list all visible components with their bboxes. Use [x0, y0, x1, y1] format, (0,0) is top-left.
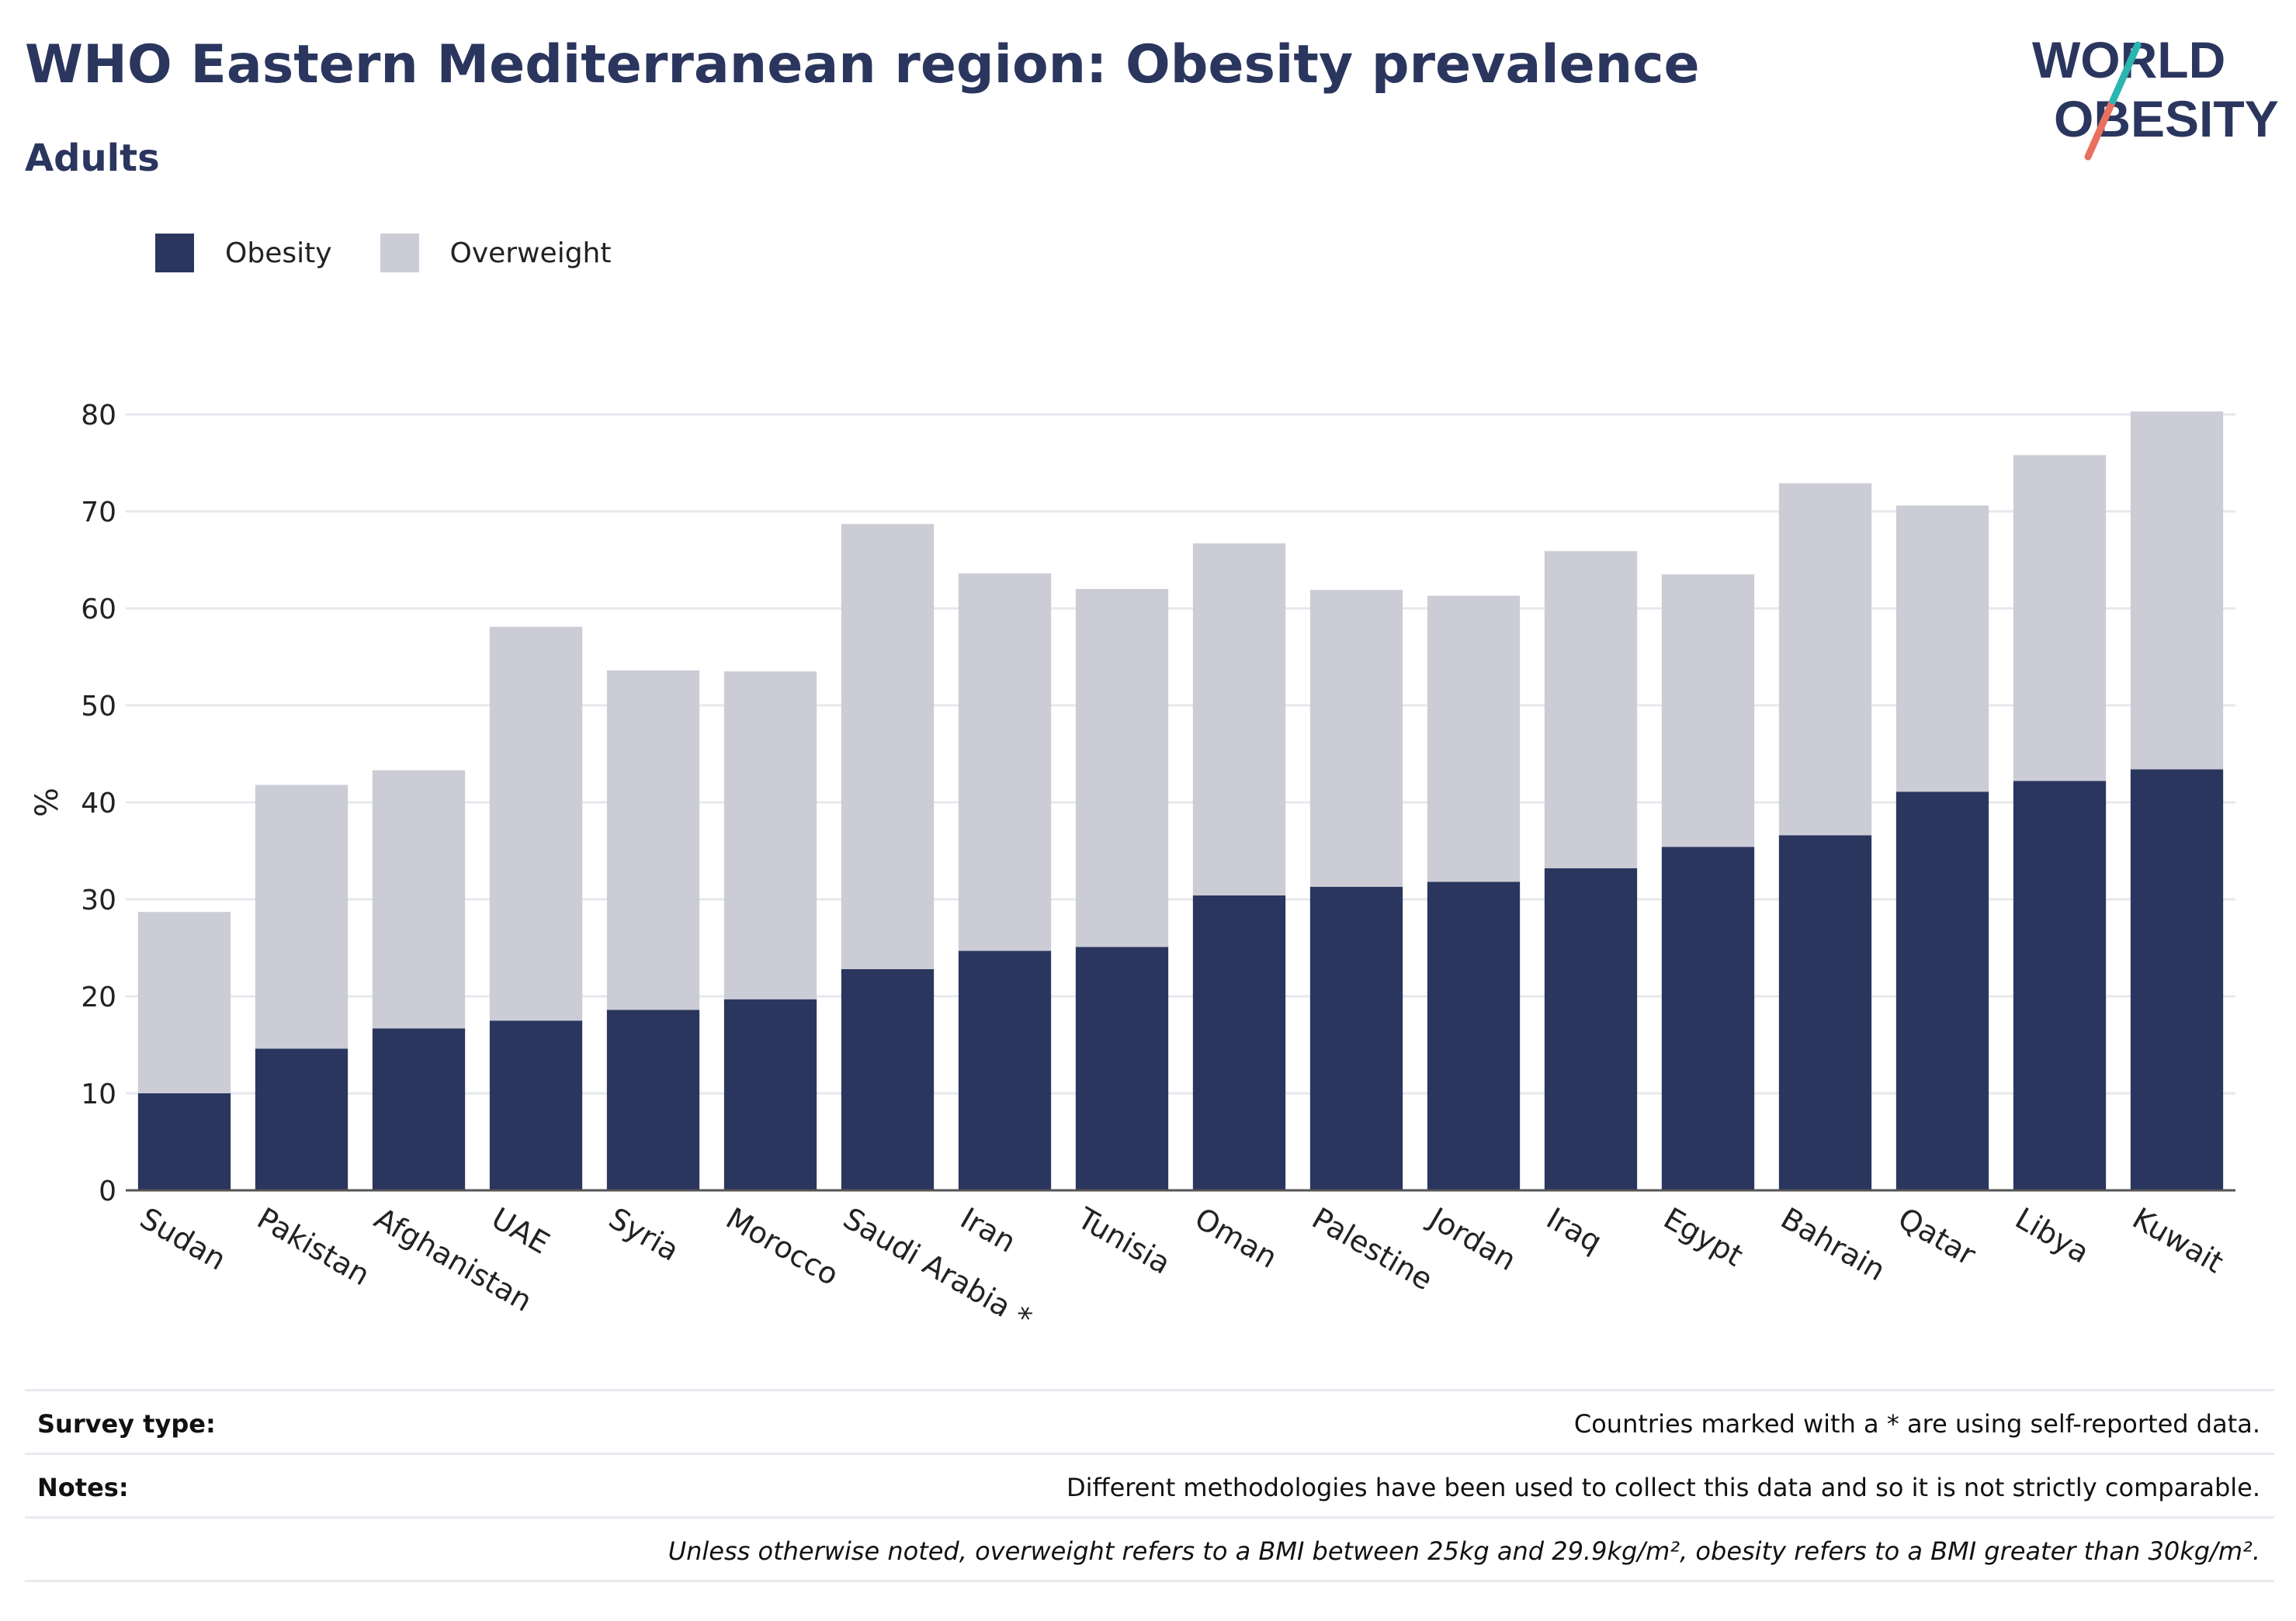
definition-text: Unless otherwise noted, overweight refer…: [668, 1536, 2260, 1566]
bar-overweight-iran: [958, 573, 1052, 951]
y-axis-title: %: [29, 788, 65, 817]
bar-obesity-palestine: [1309, 886, 1403, 1190]
x-tick-label: Qatar: [1892, 1201, 1982, 1273]
bar-overweight-saudi-arabia: [841, 524, 935, 969]
chart-subtitle: Adults: [25, 137, 160, 180]
bar-obesity-kuwait: [2130, 769, 2224, 1190]
bar-obesity-libya: [2013, 781, 2107, 1190]
x-tick-label: Morocco: [720, 1201, 845, 1293]
bar-overweight-afghanistan: [372, 770, 466, 1029]
logo-slash-top: [2109, 41, 2142, 105]
bar-overweight-kuwait: [2130, 411, 2224, 770]
footer-divider: [25, 1453, 2274, 1455]
notes-label: Notes:: [37, 1473, 129, 1502]
bar-obesity-oman: [1192, 895, 1286, 1190]
bar-obesity-saudi-arabia: [841, 969, 935, 1190]
bar-overweight-sudan: [137, 912, 231, 1093]
x-tick-label: Bahrain: [1775, 1201, 1891, 1288]
x-tick-label: Egypt: [1658, 1201, 1749, 1273]
bar-overweight-palestine: [1309, 590, 1403, 887]
bar-overweight-iraq: [1544, 551, 1638, 868]
y-tick-label: 60: [81, 594, 116, 625]
notes-text: Different methodologies have been used t…: [1066, 1473, 2260, 1502]
bar-obesity-pakistan: [255, 1048, 349, 1190]
bar-obesity-egypt: [1661, 847, 1755, 1190]
x-tick-label: UAE: [486, 1201, 555, 1261]
bar-overweight-oman: [1192, 543, 1286, 895]
footer-divider: [25, 1389, 2274, 1391]
y-tick-label: 50: [81, 691, 116, 722]
y-tick-label: 70: [81, 497, 116, 528]
x-tick-label: Kuwait: [2127, 1201, 2229, 1280]
legend-item-obesity: Obesity: [155, 234, 332, 272]
y-tick-label: 30: [81, 885, 116, 916]
logo-slash-bottom: [2084, 97, 2117, 161]
bar-overweight-tunisia: [1075, 589, 1169, 947]
x-tick-label: Pakistan: [251, 1201, 376, 1293]
x-tick-label: Iran: [955, 1201, 1021, 1259]
bar-obesity-iraq: [1544, 868, 1638, 1190]
bar-obesity-bahrain: [1778, 835, 1872, 1190]
y-tick-label: 10: [81, 1079, 116, 1110]
legend-swatch: [155, 234, 194, 272]
survey-type-text: Countries marked with a * are using self…: [1573, 1409, 2260, 1439]
bar-obesity-iran: [958, 951, 1052, 1190]
logo-graphic: WORLD OBESITY: [2032, 31, 2279, 161]
chart-title: WHO Eastern Mediterranean region: Obesit…: [25, 34, 1700, 95]
footer-divider: [25, 1516, 2274, 1519]
x-tick-label: Syria: [603, 1201, 685, 1268]
bar-overweight-jordan: [1427, 595, 1521, 882]
bar-obesity-uae: [489, 1020, 583, 1190]
bar-overweight-pakistan: [255, 785, 349, 1049]
footer-divider: [25, 1580, 2274, 1582]
x-tick-label: Oman: [1189, 1201, 1283, 1275]
bar-obesity-sudan: [137, 1093, 231, 1190]
bar-overweight-qatar: [1895, 505, 1989, 792]
survey-type-label: Survey type:: [37, 1409, 216, 1439]
legend-label: Obesity: [225, 237, 332, 269]
y-tick-label: 40: [81, 788, 116, 819]
legend-label: Overweight: [449, 237, 612, 269]
x-tick-label: Sudan: [134, 1201, 232, 1277]
y-tick-label: 20: [81, 982, 116, 1013]
bar-overweight-bahrain: [1778, 483, 1872, 836]
bar-obesity-syria: [606, 1010, 700, 1190]
x-tick-label: Tunisia: [1071, 1200, 1176, 1281]
bar-overweight-uae: [489, 626, 583, 1021]
x-tick-label: Libya: [2010, 1201, 2095, 1270]
legend-item-overweight: Overweight: [380, 234, 612, 272]
bar-obesity-afghanistan: [372, 1028, 466, 1190]
bar-overweight-libya: [2013, 455, 2107, 781]
legend-swatch: [380, 234, 419, 272]
bar-obesity-morocco: [723, 999, 817, 1190]
bar-obesity-jordan: [1427, 882, 1521, 1190]
x-tick-label: Iraq: [1541, 1201, 1608, 1259]
bar-obesity-tunisia: [1075, 947, 1169, 1190]
bar-overweight-morocco: [723, 671, 817, 999]
bar-obesity-qatar: [1895, 791, 1989, 1190]
y-tick-label: 0: [99, 1176, 116, 1207]
y-tick-label: 80: [81, 400, 116, 431]
chart-legend: Obesity Overweight: [155, 230, 659, 276]
world-obesity-logo: WORLD OBESITY: [2026, 23, 2282, 163]
x-tick-label: Palestine: [1306, 1201, 1438, 1297]
logo-line2: OBESITY: [2054, 90, 2279, 147]
bar-overweight-egypt: [1661, 574, 1755, 847]
bar-overweight-syria: [606, 670, 700, 1010]
